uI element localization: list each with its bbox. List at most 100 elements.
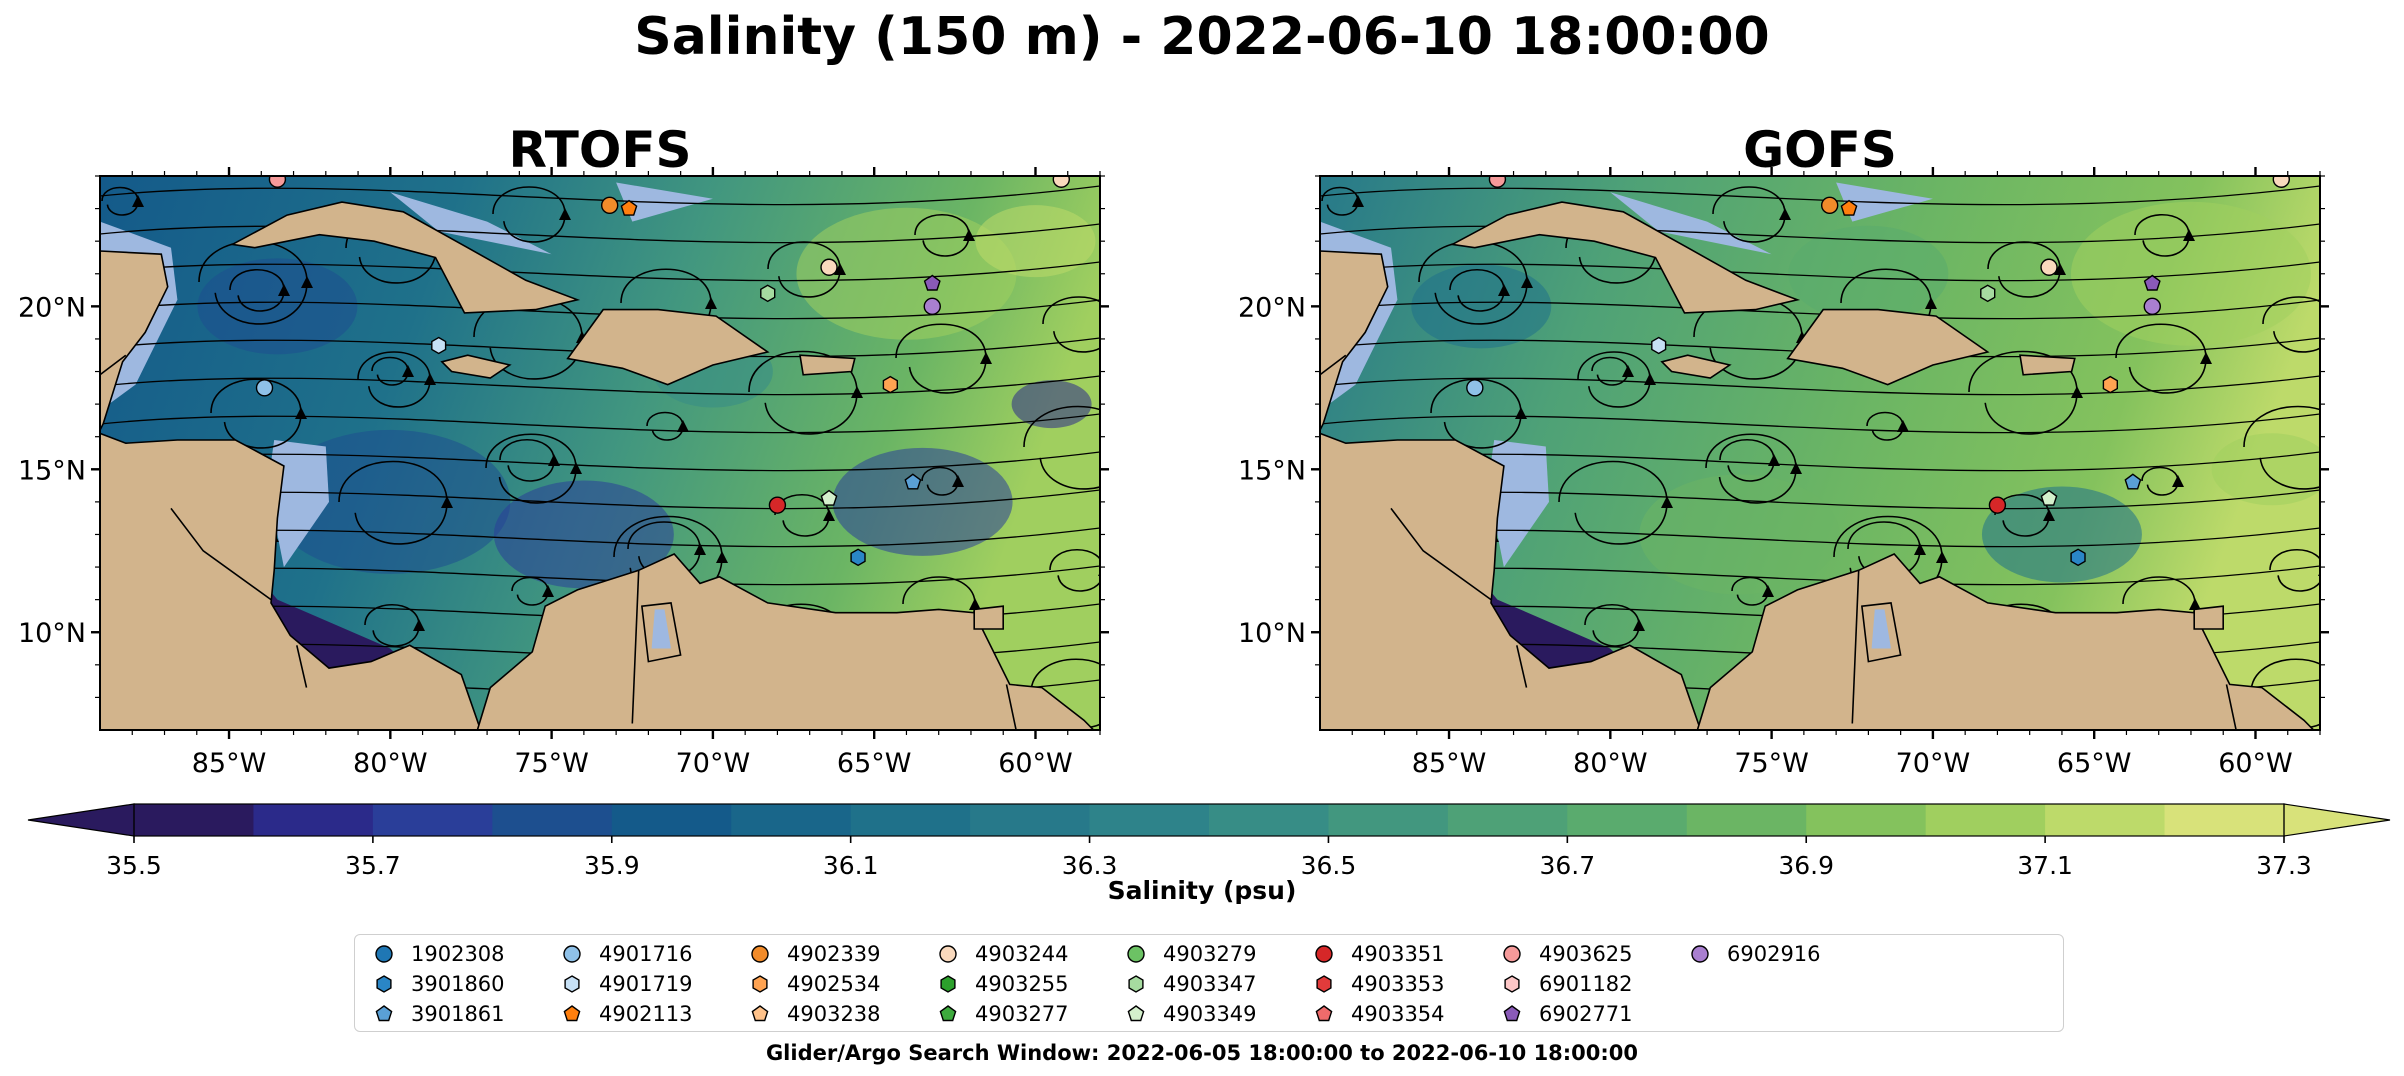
legend-marker <box>1315 945 1333 963</box>
streamline-arrow <box>1126 441 1138 453</box>
legend-label: 4903625 <box>1539 942 1633 966</box>
legend-label: 4902339 <box>787 942 881 966</box>
legend-item-4903244: 4903244 <box>933 939 1121 969</box>
colorbar-extend-max <box>2283 803 2391 837</box>
colorbar-extend-min <box>27 803 135 837</box>
colorbar-level <box>1328 804 1449 836</box>
legend-item-4901719: 4901719 <box>557 969 745 999</box>
float-marker-4903349 <box>2040 489 2058 506</box>
map-frame <box>99 175 1101 731</box>
float-marker-4903244 <box>1052 176 1070 188</box>
float-marker-3901860 <box>2070 548 2086 567</box>
country-border <box>1851 570 1860 724</box>
legend-marker <box>752 975 768 993</box>
legend-marker <box>376 975 392 993</box>
streamline-arrow <box>1914 543 1926 555</box>
hexagon-marker-icon <box>1128 975 1144 993</box>
legend-marker <box>563 945 581 963</box>
legend-marker <box>1503 945 1521 963</box>
colorbar-level <box>1209 804 1329 836</box>
legend-label: 4901719 <box>599 972 693 996</box>
legend-item-4901716: 4901716 <box>557 939 745 969</box>
float-marker-4903244 <box>2040 258 2058 276</box>
lake-maracaibo <box>651 609 671 649</box>
pentagon-marker-icon <box>1127 1005 1145 1022</box>
streamline-long <box>100 413 1100 434</box>
streamline-arrow <box>1352 195 1364 207</box>
streamline-arrow <box>2346 441 2358 453</box>
country-border <box>1390 507 1492 601</box>
streamline-arrow <box>716 551 728 563</box>
streamline-arrow <box>278 284 290 296</box>
colorbar-tick-label: 35.9 <box>584 851 640 880</box>
colorbar-tick-label: 36.1 <box>823 851 879 880</box>
streamline <box>2262 296 2320 353</box>
float-marker-6902916 <box>2143 297 2161 316</box>
float-marker-4902339 <box>600 196 619 215</box>
legend-item-6901182: 6901182 <box>1497 969 1685 999</box>
legend-item-6902771: 6902771 <box>1497 999 1685 1029</box>
legend-item-3901861: 3901861 <box>369 999 557 1029</box>
lon-tick-label: 60°W <box>2218 748 2293 779</box>
lake-maracaibo <box>1871 609 1891 649</box>
streamline-arrow <box>2335 687 2347 699</box>
lon-tick-label: 80°W <box>1573 748 1648 779</box>
land-central-america <box>100 432 482 730</box>
legend-item-4903255: 4903255 <box>933 969 1121 999</box>
legend-marker <box>751 945 769 963</box>
colorbar-level <box>2045 804 2166 836</box>
legend-marker <box>375 945 393 963</box>
streamline-arrow <box>1109 318 1121 330</box>
streamline-long <box>1320 223 2320 244</box>
streamline-arrow <box>2183 229 2195 241</box>
legend-item-4903279: 4903279 <box>1121 939 1309 969</box>
streamline-arrow <box>1622 365 1634 377</box>
legend-item-4902339: 4902339 <box>745 939 933 969</box>
eddy-4 <box>1011 380 1092 429</box>
streamline <box>1049 549 1100 592</box>
lon-tick-label: 75°W <box>1734 748 1809 779</box>
lon-tick-label: 65°W <box>2057 748 2132 779</box>
legend-label: 4903277 <box>975 1002 1069 1026</box>
legend-item-4903351: 4903351 <box>1309 939 1497 969</box>
country-border <box>2225 684 2237 730</box>
legend-item-4903238: 4903238 <box>745 999 933 1029</box>
streamline-long <box>1320 185 2320 206</box>
legend-label: 4903244 <box>975 942 1069 966</box>
circle-marker-icon <box>375 945 393 963</box>
streamline-arrow <box>548 454 560 466</box>
colorbar-level <box>850 804 971 836</box>
float-marker-6902771 <box>923 274 941 291</box>
legend-marker <box>939 1005 957 1022</box>
float-marker-6902916 <box>923 297 941 316</box>
lat-tick-label: 15°N <box>1238 455 1306 486</box>
legend-label: 4901716 <box>599 942 693 966</box>
legend-label: 3901860 <box>411 972 505 996</box>
legend-label: 6901182 <box>1539 972 1633 996</box>
colorbar-label: Salinity (psu) <box>1107 876 1297 905</box>
streamline-arrow <box>542 585 554 597</box>
colorbar-level <box>1686 804 1807 836</box>
streamline-arrow <box>1925 297 1937 309</box>
legend-marker <box>375 1005 393 1022</box>
colorbar-level <box>611 804 732 836</box>
streamline <box>1023 405 1100 490</box>
legend-item-6902916: 6902916 <box>1685 939 1873 969</box>
legend-label: 4903354 <box>1351 1002 1445 1026</box>
float-marker-4902113 <box>620 199 638 216</box>
country-border <box>170 507 272 601</box>
legend-grid: 1902308 3901860 3901861 4901716 4901719 49021… <box>369 939 2061 1029</box>
legend-marker <box>940 975 956 993</box>
streamline-arrow <box>963 229 975 241</box>
streamline-arrow <box>1633 619 1645 631</box>
streamline-arrow <box>441 496 453 508</box>
float-marker-4902113 <box>1840 199 1858 216</box>
streamline-arrow <box>1768 454 1780 466</box>
eddy-3 <box>832 447 1013 556</box>
streamline-arrow <box>834 263 846 275</box>
float-marker-3901861 <box>2124 473 2142 490</box>
eddy-2 <box>1981 486 2142 583</box>
legend-label: 6902771 <box>1539 1002 1633 1026</box>
